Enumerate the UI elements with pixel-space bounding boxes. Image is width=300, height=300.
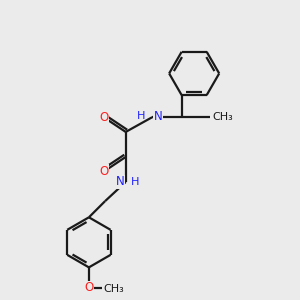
Text: O: O [99,165,108,178]
Text: O: O [99,111,108,124]
Text: O: O [84,281,94,295]
Text: N: N [154,110,162,122]
Text: H: H [137,111,146,121]
Text: CH₃: CH₃ [212,112,233,122]
Text: H: H [131,177,140,187]
Text: CH₃: CH₃ [103,284,124,294]
Text: N: N [116,176,124,188]
